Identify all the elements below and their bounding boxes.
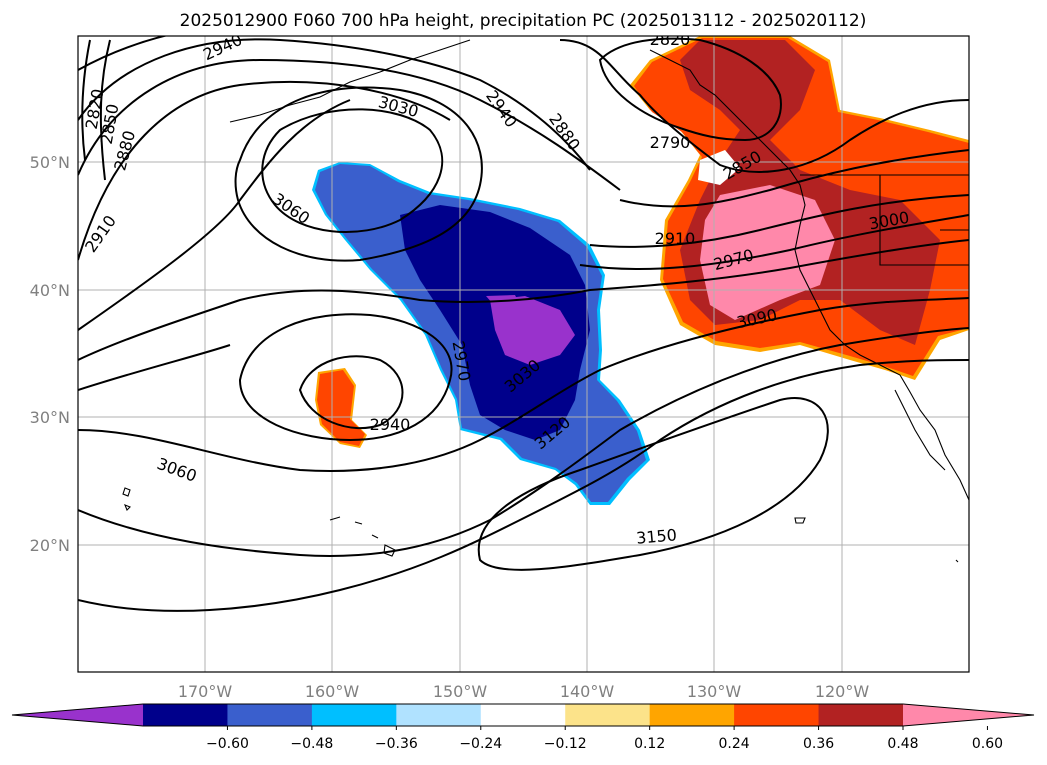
height-contours <box>78 36 969 612</box>
colorbar-tick-label: −0.36 <box>375 736 418 752</box>
colorbar-tick-label: 0.12 <box>634 736 665 752</box>
longitude-labels: 170°W 160°W 150°W 140°W 130°W 120°W <box>178 682 870 701</box>
lat-label: 20°N <box>30 536 70 555</box>
contour-label: 2790 <box>650 133 691 152</box>
lat-label: 50°N <box>30 153 70 172</box>
lon-label: 130°W <box>687 682 742 701</box>
colorbar-extend-high <box>903 704 1034 726</box>
lon-label: 150°W <box>433 682 488 701</box>
graticule <box>78 36 969 672</box>
colorbar-outline <box>11 703 1035 727</box>
colorbar-tick-label: 0.48 <box>887 736 918 752</box>
colorbar-tick-label: −0.48 <box>290 736 333 752</box>
map-title: 2025012900 F060 700 hPa height, precipit… <box>180 11 867 31</box>
latitude-labels: 50°N 40°N 30°N 20°N <box>30 153 70 555</box>
colorbar-segment <box>649 704 735 726</box>
contour-label: 2910 <box>655 229 696 248</box>
lat-label: 30°N <box>30 408 70 427</box>
map-area: 2940 3030 2940 2880 2820 2790 2850 3060 … <box>78 30 969 672</box>
colorbar-tick-label: 0.24 <box>719 736 750 752</box>
lon-label: 160°W <box>305 682 360 701</box>
colorbar-tick-label: 0.36 <box>803 736 834 752</box>
colorbar-segment <box>143 704 228 726</box>
colorbar-tick-label: −0.24 <box>459 736 502 752</box>
negative-precip-region <box>312 162 650 505</box>
colorbar-tick-label: −0.12 <box>544 736 587 752</box>
colorbar-segment <box>227 704 313 726</box>
coastlines <box>122 39 969 563</box>
colorbar-segment <box>734 704 820 726</box>
colorbar-segment <box>565 704 651 726</box>
map-frame <box>77 35 970 673</box>
lon-label: 120°W <box>815 682 870 701</box>
colorbar-tick-label: −0.60 <box>206 736 249 752</box>
contour-label: 3150 <box>635 525 677 547</box>
colorbar-segment <box>818 704 904 726</box>
colorbar: −0.60 −0.48 −0.36 −0.24 −0.12 0.12 0.24 0.36 0.4… <box>11 703 1035 752</box>
colorbar-segment <box>311 704 397 726</box>
colorbar-segment <box>396 704 482 726</box>
contour-label: 2820 <box>650 30 691 49</box>
contour-label: 2940 <box>370 415 411 434</box>
colorbar-segment <box>480 704 566 726</box>
colorbar-extend-low <box>12 704 143 726</box>
lon-label: 170°W <box>178 682 233 701</box>
colorbar-tick-label: 0.60 <box>972 736 1003 752</box>
lat-label: 40°N <box>30 281 70 300</box>
lon-label: 140°W <box>560 682 615 701</box>
positive-precip-region <box>315 36 969 448</box>
